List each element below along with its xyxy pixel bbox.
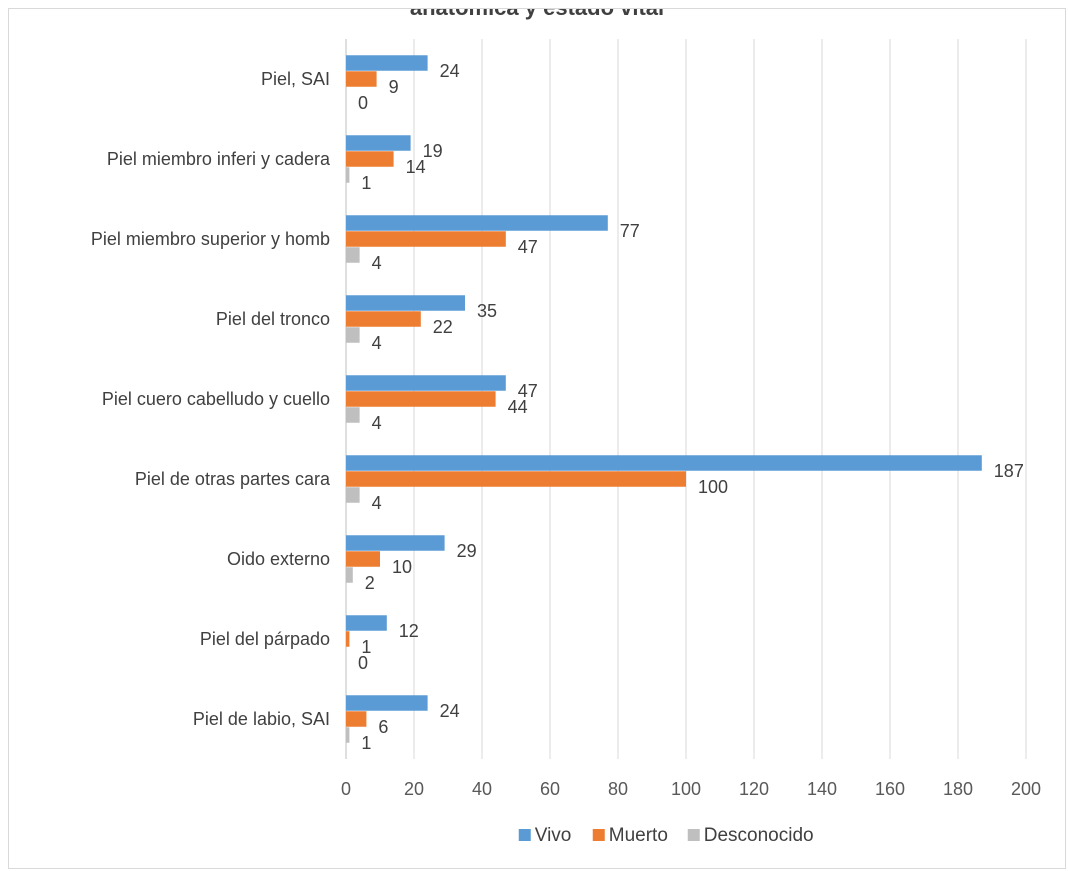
data-label: 47 — [518, 237, 538, 257]
x-tick-label: 160 — [875, 779, 905, 799]
category-label: Piel miembro inferi y cadera — [107, 149, 331, 169]
data-label: 22 — [433, 317, 453, 337]
data-label: 29 — [457, 541, 477, 561]
bar-muerto — [346, 71, 377, 87]
bar-desconocido — [346, 167, 350, 183]
x-tick-label: 100 — [671, 779, 701, 799]
data-label: 44 — [508, 397, 528, 417]
data-label: 6 — [378, 717, 388, 737]
data-label: 4 — [372, 333, 382, 353]
bar-vivo — [346, 615, 387, 631]
x-tick-label: 120 — [739, 779, 769, 799]
bar-muerto — [346, 551, 380, 567]
legend-swatch-desconocido — [687, 829, 700, 841]
bar-desconocido — [346, 247, 360, 263]
data-label: 14 — [406, 157, 426, 177]
bar-vivo — [346, 455, 982, 471]
data-label: 10 — [392, 557, 412, 577]
data-label: 1 — [361, 733, 371, 753]
category-label: Piel del tronco — [216, 309, 330, 329]
bar-desconocido — [346, 407, 360, 423]
legend: Vivo Muerto Desconocido — [518, 825, 814, 846]
bar-muerto — [346, 471, 686, 487]
legend-swatch-muerto — [592, 829, 605, 841]
category-label: Piel de labio, SAI — [193, 709, 330, 729]
x-tick-label: 180 — [943, 779, 973, 799]
data-label: 4 — [372, 253, 382, 273]
data-label: 4 — [372, 493, 382, 513]
category-labels: Piel, SAI Piel miembro inferi y cadera Pie… — [91, 69, 331, 729]
bar-muerto — [346, 311, 421, 327]
chart-frame: anatómica y estado vital 249019141774743… — [8, 8, 1066, 869]
data-label: 19 — [423, 141, 443, 161]
data-label: 77 — [620, 221, 640, 241]
x-axis-ticks: 0 20 40 60 80 100 120 140 160 180 200 — [341, 779, 1041, 799]
category-label: Piel cuero cabelludo y cuello — [102, 389, 330, 409]
category-label: Piel del párpado — [200, 629, 330, 649]
data-label: 100 — [698, 477, 728, 497]
data-labels: 2490191417747435224474441871004291021210… — [358, 61, 1024, 753]
category-label: Piel de otras partes cara — [135, 469, 331, 489]
bar-muerto — [346, 151, 394, 167]
category-label: Oido externo — [227, 549, 330, 569]
data-label: 35 — [477, 301, 497, 321]
legend-label: Muerto — [609, 825, 668, 846]
chart-title: anatómica y estado vital — [9, 9, 1065, 21]
bar-desconocido — [346, 567, 353, 583]
bar-vivo — [346, 55, 428, 71]
data-label: 24 — [440, 701, 460, 721]
x-tick-label: 60 — [540, 779, 560, 799]
bar-vivo — [346, 215, 608, 231]
bar-desconocido — [346, 727, 350, 743]
category-label: Piel, SAI — [261, 69, 330, 89]
category-label: Piel miembro superior y homb — [91, 229, 330, 249]
x-tick-label: 140 — [807, 779, 837, 799]
data-label: 24 — [440, 61, 460, 81]
bar-muerto — [346, 391, 496, 407]
data-label: 9 — [389, 77, 399, 97]
legend-label: Vivo — [535, 825, 572, 846]
data-label: 4 — [372, 413, 382, 433]
x-tick-label: 200 — [1011, 779, 1041, 799]
x-tick-label: 20 — [404, 779, 424, 799]
bar-muerto — [346, 631, 350, 647]
data-label: 187 — [994, 461, 1024, 481]
bar-muerto — [346, 711, 367, 727]
bar-chart: 2490191417747435224474441871004291021210… — [91, 39, 1041, 846]
legend-label: Desconocido — [704, 825, 814, 846]
bar-vivo — [346, 135, 411, 151]
x-tick-label: 40 — [472, 779, 492, 799]
bar-vivo — [346, 535, 445, 551]
data-label: 0 — [358, 653, 368, 673]
bar-muerto — [346, 231, 506, 247]
bar-vivo — [346, 375, 506, 391]
bars — [346, 55, 982, 743]
bar-vivo — [346, 295, 465, 311]
bar-desconocido — [346, 487, 360, 503]
bar-vivo — [346, 695, 428, 711]
x-tick-label: 0 — [341, 779, 351, 799]
data-label: 47 — [518, 381, 538, 401]
data-label: 12 — [399, 621, 419, 641]
legend-swatch-vivo — [518, 829, 531, 841]
bar-desconocido — [346, 327, 360, 343]
data-label: 0 — [358, 93, 368, 113]
x-tick-label: 80 — [608, 779, 628, 799]
data-label: 2 — [365, 573, 375, 593]
data-label: 1 — [361, 173, 371, 193]
data-label: 1 — [361, 637, 371, 657]
